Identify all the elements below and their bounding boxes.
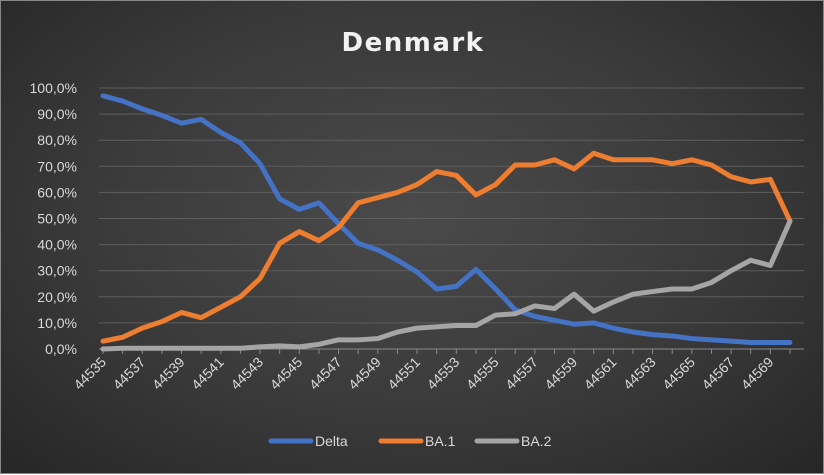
x-tick-label: 44567 [698,354,737,393]
y-tick-label: 0,0% [45,341,77,357]
chart-title: Denmark [342,28,485,58]
x-tick-label: 44547 [306,354,345,393]
x-tick-label: 44553 [424,354,463,393]
y-tick-label: 80,0% [37,132,77,148]
x-tick-label: 44557 [502,354,541,393]
x-tick-label: 44539 [149,354,188,393]
legend-label: Delta [315,433,348,449]
x-tick-label: 44537 [110,354,149,393]
series-line-delta [103,96,790,343]
legend-label: BA.1 [425,433,456,449]
x-tick-label: 44551 [384,354,423,393]
x-tick-label: 44549 [345,354,384,393]
legend-label: BA.2 [521,433,552,449]
y-tick-label: 70,0% [37,158,77,174]
y-tick-label: 90,0% [37,106,77,122]
x-tick-label: 44565 [659,354,698,393]
y-tick-label: 60,0% [37,184,77,200]
y-tick-label: 50,0% [37,211,77,227]
x-tick-label: 44561 [581,354,620,393]
y-tick-label: 30,0% [37,263,77,279]
x-tick-label: 44559 [541,354,580,393]
x-tick-label: 44541 [188,354,227,393]
x-tick-label: 44555 [463,354,502,393]
y-tick-label: 20,0% [37,289,77,305]
x-tick-label: 44543 [227,354,266,393]
y-tick-label: 100,0% [30,80,77,96]
y-tick-label: 40,0% [37,237,77,253]
x-tick-label: 44563 [620,354,659,393]
series-line-ba1 [103,153,790,341]
series-line-ba2 [103,221,790,349]
y-tick-label: 10,0% [37,315,77,331]
x-tick-label: 44545 [267,354,306,393]
x-tick-label: 44569 [738,354,777,393]
x-tick-label: 44535 [70,354,109,393]
